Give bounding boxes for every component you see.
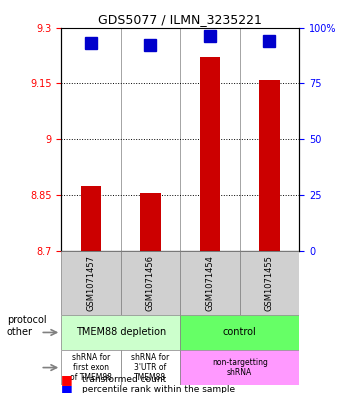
Text: ■: ■ bbox=[61, 382, 73, 393]
FancyBboxPatch shape bbox=[61, 251, 121, 315]
Text: shRNA for
3'UTR of
TMEM88: shRNA for 3'UTR of TMEM88 bbox=[131, 353, 170, 382]
Text: GSM1071457: GSM1071457 bbox=[86, 255, 96, 311]
Bar bbox=[200, 57, 220, 251]
Text: TMEM88 depletion: TMEM88 depletion bbox=[75, 327, 166, 338]
FancyBboxPatch shape bbox=[240, 251, 299, 315]
Text: protocol: protocol bbox=[7, 315, 47, 325]
FancyBboxPatch shape bbox=[121, 350, 180, 385]
Text: ■: ■ bbox=[61, 373, 73, 386]
Bar bbox=[81, 186, 101, 251]
FancyBboxPatch shape bbox=[180, 350, 299, 385]
Title: GDS5077 / ILMN_3235221: GDS5077 / ILMN_3235221 bbox=[98, 13, 262, 26]
FancyBboxPatch shape bbox=[61, 315, 180, 350]
Text: control: control bbox=[223, 327, 257, 338]
Text: GSM1071454: GSM1071454 bbox=[205, 255, 215, 311]
FancyBboxPatch shape bbox=[61, 350, 121, 385]
Text: percentile rank within the sample: percentile rank within the sample bbox=[82, 385, 235, 393]
FancyBboxPatch shape bbox=[180, 315, 299, 350]
Text: GSM1071456: GSM1071456 bbox=[146, 255, 155, 311]
Text: non-targetting
shRNA: non-targetting shRNA bbox=[212, 358, 268, 377]
Bar bbox=[140, 193, 161, 251]
FancyBboxPatch shape bbox=[180, 251, 240, 315]
Text: other: other bbox=[7, 327, 33, 337]
Text: shRNA for
first exon
of TMEM88: shRNA for first exon of TMEM88 bbox=[70, 353, 112, 382]
Text: GSM1071455: GSM1071455 bbox=[265, 255, 274, 311]
Bar bbox=[259, 80, 280, 251]
FancyBboxPatch shape bbox=[121, 251, 180, 315]
Text: transformed count: transformed count bbox=[82, 375, 166, 384]
